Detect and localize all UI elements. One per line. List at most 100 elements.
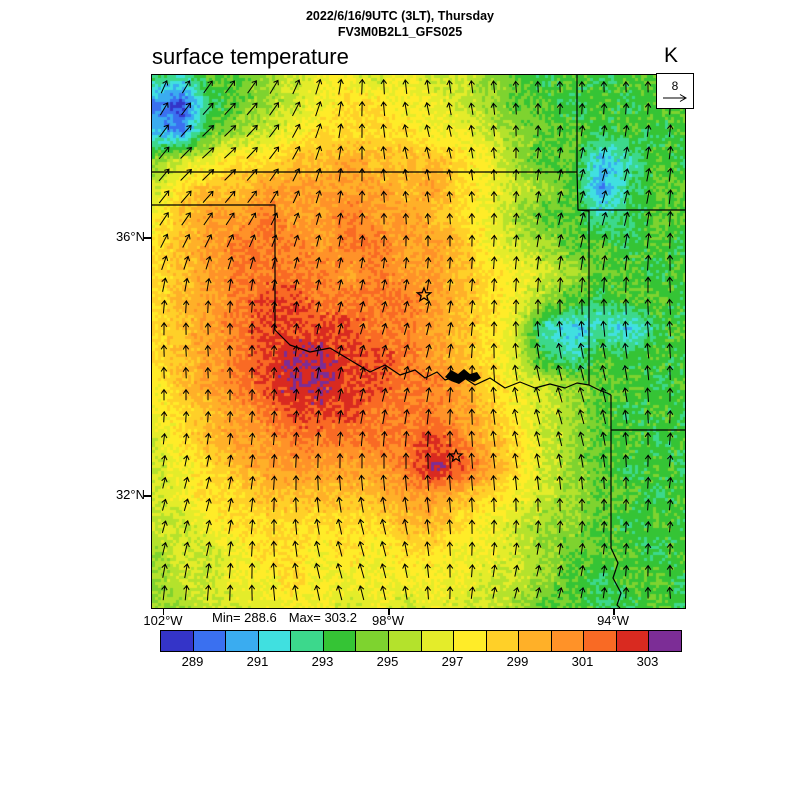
wind-arrow-icon <box>315 344 322 357</box>
colorbar <box>160 630 682 652</box>
wind-arrow-icon <box>158 190 170 204</box>
wind-arrow-icon <box>183 277 190 292</box>
wind-arrow-icon <box>315 167 322 182</box>
wind-arrow-icon <box>645 254 652 271</box>
wind-arrow-icon <box>248 584 256 601</box>
wind-arrow-icon <box>468 124 475 137</box>
wind-arrow-icon <box>226 300 234 313</box>
wind-arrow-icon <box>556 520 564 533</box>
wind-arrow-icon <box>578 453 585 468</box>
wind-arrow-icon <box>557 564 564 577</box>
wind-arrow-icon <box>490 277 498 292</box>
wind-arrow-icon <box>578 520 586 533</box>
wind-arrow-icon <box>292 101 301 117</box>
wind-arrow-icon <box>490 364 497 381</box>
wind-arrow-icon <box>667 454 674 467</box>
wind-arrow-icon <box>468 102 475 115</box>
wind-arrow-icon <box>380 190 388 203</box>
wind-arrow-icon <box>425 365 432 380</box>
wind-arrow-icon <box>248 322 256 335</box>
wind-arrow-icon <box>512 168 520 181</box>
colorbar-segment <box>355 631 388 651</box>
wind-arrow-icon <box>271 300 278 313</box>
wind-arrow-icon <box>667 145 674 160</box>
x-axis-tickmark <box>388 609 390 615</box>
x-axis-tick-label: 94°W <box>597 613 629 628</box>
wind-arrow-icon <box>579 276 586 293</box>
wind-arrow-icon <box>579 124 586 137</box>
wind-arrow-icon <box>180 168 192 181</box>
wind-arrow-icon <box>623 124 630 137</box>
wind-arrow-icon <box>468 452 475 469</box>
plot-title: surface temperature <box>152 44 349 69</box>
wind-arrow-icon <box>381 387 388 402</box>
wind-arrow-icon <box>269 79 279 94</box>
wind-arrow-icon <box>293 278 300 291</box>
wind-arrow-icon <box>161 520 168 534</box>
wind-arrow-icon <box>336 496 343 513</box>
wind-arrow-icon <box>424 474 431 491</box>
colorbar-labels: 289 291 293 295 297 299 301 303 <box>160 654 680 670</box>
wind-arrow-icon <box>425 343 432 358</box>
wind-arrow-icon <box>644 387 651 402</box>
wind-arrow-icon <box>402 146 409 159</box>
wind-arrow-icon <box>227 519 234 534</box>
wind-arrow-icon <box>224 169 237 181</box>
wind-arrow-icon <box>249 278 256 291</box>
wind-arrow-icon <box>270 518 278 535</box>
wind-arrow-icon <box>601 190 608 204</box>
wind-arrow-icon <box>180 190 192 204</box>
wind-arrow-icon <box>358 234 366 247</box>
wind-arrow-icon <box>205 277 212 292</box>
wind-arrow-icon <box>402 79 409 95</box>
wind-arrow-icon <box>246 146 258 159</box>
map-frame <box>151 74 686 609</box>
wind-arrow-icon <box>183 563 190 579</box>
wind-arrow-icon <box>224 102 236 115</box>
wind-arrow-icon <box>446 168 453 181</box>
border-tx-east <box>610 395 622 608</box>
wind-arrow-icon <box>447 364 454 381</box>
wind-arrow-icon <box>622 431 629 446</box>
wind-arrow-icon <box>577 386 585 403</box>
wind-arrow-icon <box>402 234 410 247</box>
wind-arrow-icon <box>337 322 344 335</box>
wind-arrow-icon <box>247 190 257 204</box>
wind-arrow-icon <box>270 344 278 357</box>
wind-arrow-icon <box>293 256 300 269</box>
wind-arrow-icon <box>490 430 497 447</box>
wind-arrow-icon <box>578 320 585 337</box>
wind-arrow-icon <box>667 189 674 205</box>
wind-arrow-icon <box>270 584 277 601</box>
wind-arrow-icon <box>644 342 651 359</box>
wind-arrow-icon <box>359 278 366 291</box>
colorbar-tick-label: 293 <box>311 654 334 669</box>
wind-arrow-icon <box>202 169 215 181</box>
wind-arrow-icon <box>557 168 564 181</box>
wind-arrow-icon <box>380 212 388 225</box>
wind-arrow-icon <box>490 234 498 247</box>
wind-arrow-icon <box>337 409 344 424</box>
wind-arrow-icon <box>491 564 498 578</box>
colorbar-segment <box>290 631 323 651</box>
wind-arrow-icon <box>556 497 564 512</box>
wind-arrow-icon <box>468 212 476 225</box>
wind-arrow-icon <box>535 542 542 555</box>
wind-arrow-icon <box>512 386 519 403</box>
wind-arrow-icon <box>512 430 519 447</box>
wind-arrow-icon <box>468 563 476 578</box>
wind-arrow-icon <box>622 586 630 599</box>
wind-arrow-icon <box>424 101 431 116</box>
star-marker-icon <box>448 448 464 463</box>
wind-arrow-icon <box>446 541 454 556</box>
colorbar-segment <box>420 631 454 651</box>
wind-arrow-icon <box>203 80 213 94</box>
wind-arrow-icon <box>622 564 630 577</box>
wind-arrow-icon <box>314 584 321 601</box>
wind-arrow-icon <box>402 563 409 578</box>
stat-max: Max= 303.2 <box>288 610 357 625</box>
wind-arrow-icon <box>666 409 674 424</box>
wind-arrow-icon <box>424 212 432 225</box>
wind-arrow-icon <box>600 476 608 490</box>
